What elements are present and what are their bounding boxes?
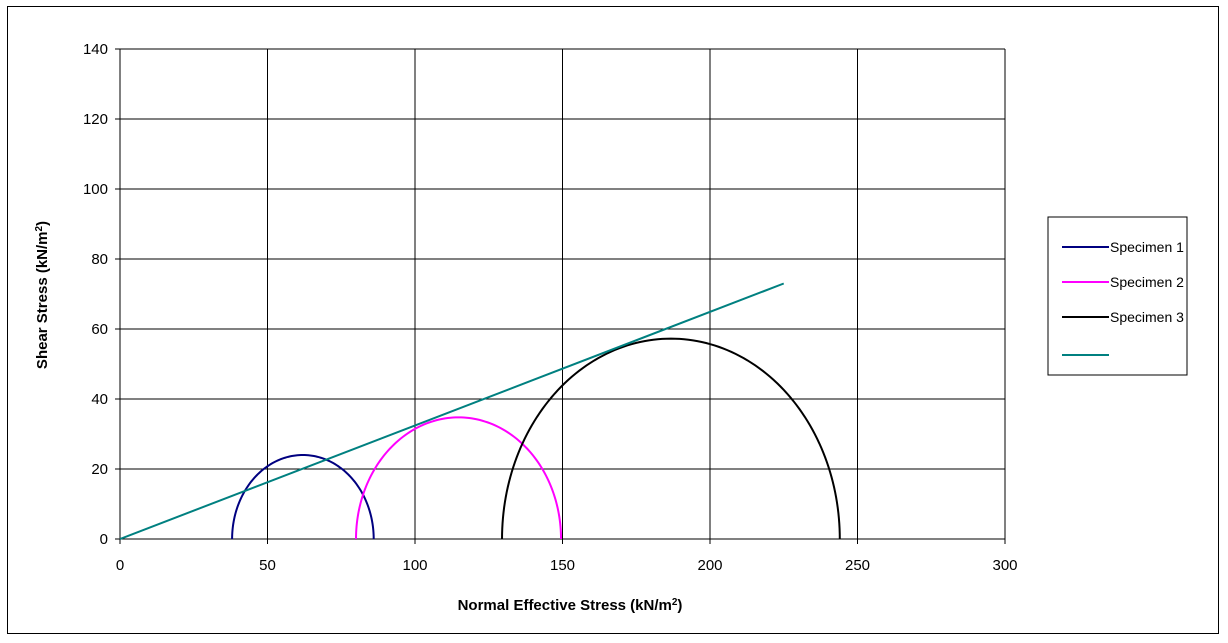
series-specimen-1-circle xyxy=(231,453,375,540)
series-layer xyxy=(119,282,841,540)
legend-box xyxy=(1047,216,1188,376)
tick-labels: 0 20 40 60 80 100 120 140 0 50 100 150 200 250 300 xyxy=(83,41,1018,574)
x-tick-label: 300 xyxy=(992,557,1017,574)
x-tick-label: 50 xyxy=(259,557,276,574)
y-axis-title: Shear Stress (kN/m2) xyxy=(34,221,52,369)
y-tick-label: 0 xyxy=(100,531,108,548)
y-tick-label: 60 xyxy=(91,321,108,338)
y-tick-label: 80 xyxy=(91,251,108,268)
series-specimen-2-circle xyxy=(355,416,563,540)
y-tick-label: 140 xyxy=(83,41,108,58)
x-tick-label: 100 xyxy=(402,557,427,574)
y-tick-label: 40 xyxy=(91,391,108,408)
x-tick-label: 250 xyxy=(845,557,870,574)
y-tick-label: 120 xyxy=(83,111,108,128)
series-specimen-3-circle xyxy=(501,337,841,540)
x-tick-label: 200 xyxy=(697,557,722,574)
legend-label-2: Specimen 2 xyxy=(1110,274,1184,290)
series-failure-envelope-line xyxy=(119,282,785,540)
legend: Specimen 1 Specimen 2 Specimen 3 xyxy=(1047,216,1188,376)
x-tick-label: 150 xyxy=(550,557,575,574)
x-axis-title: Normal Effective Stress (kN/m2) xyxy=(458,597,683,615)
y-tick-label: 100 xyxy=(83,181,108,198)
grid xyxy=(115,48,1006,544)
y-tick-label: 20 xyxy=(91,461,108,478)
legend-label-3: Specimen 3 xyxy=(1110,309,1184,325)
legend-label-1: Specimen 1 xyxy=(1110,239,1184,255)
x-tick-label: 0 xyxy=(116,557,124,574)
